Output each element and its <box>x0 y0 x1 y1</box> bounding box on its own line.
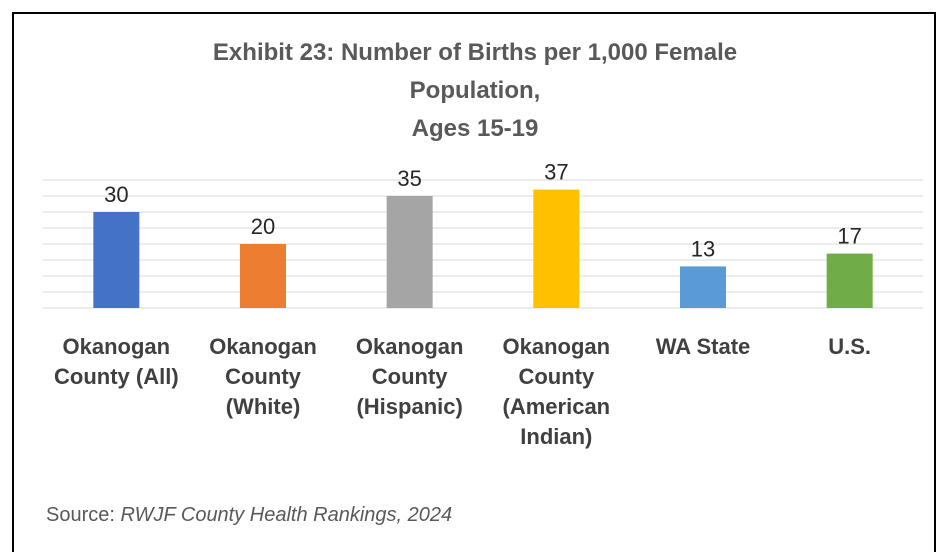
chart-title: Exhibit 23: Number of Births per 1,000 F… <box>212 39 738 142</box>
bar <box>826 253 873 308</box>
data-label: 37 <box>544 160 568 185</box>
x-tick-label: U.S. <box>828 334 872 359</box>
data-label: 17 <box>837 224 861 249</box>
x-tick-label: Okanogan County (White) <box>209 334 317 419</box>
page: Exhibit 23: Number of Births per 1,000 F… <box>12 12 936 552</box>
x-tick-label: Okanogan County (All) <box>54 334 179 389</box>
plot: 30 20 35 37 13 17 <box>43 160 923 309</box>
data-label: 13 <box>691 236 715 261</box>
x-tick-label: Okanogan County (Hispanic) <box>355 334 464 419</box>
chart-frame <box>12 12 936 552</box>
source-text: RWJF County Health Rankings, 2024 <box>120 504 453 526</box>
data-label: 30 <box>104 182 128 207</box>
bar <box>240 244 286 308</box>
x-tick-label: Okanogan County (American Indian) <box>502 334 611 449</box>
bar <box>386 196 433 308</box>
data-label: 35 <box>397 166 421 191</box>
bar <box>680 266 726 308</box>
x-tick-label: WA State <box>655 334 751 359</box>
source: Source: RWJF County Health Rankings, 202… <box>46 504 452 527</box>
bar <box>533 189 580 308</box>
data-label: 20 <box>251 214 275 239</box>
bar <box>93 212 140 308</box>
source-prefix: Source: <box>46 504 115 526</box>
